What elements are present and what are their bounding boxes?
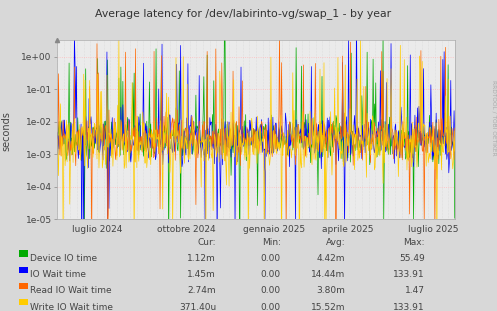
- Text: 0.00: 0.00: [261, 254, 281, 263]
- Text: aprile 2025: aprile 2025: [322, 225, 373, 234]
- Text: Max:: Max:: [404, 238, 425, 247]
- Text: 2.74m: 2.74m: [187, 286, 216, 295]
- Text: ottobre 2024: ottobre 2024: [157, 225, 216, 234]
- Text: 55.49: 55.49: [399, 254, 425, 263]
- Text: gennaio 2025: gennaio 2025: [243, 225, 305, 234]
- Text: IO Wait time: IO Wait time: [30, 270, 86, 279]
- Text: 3.80m: 3.80m: [317, 286, 345, 295]
- Text: 133.91: 133.91: [393, 270, 425, 279]
- Text: seconds: seconds: [1, 111, 11, 151]
- Text: 0.00: 0.00: [261, 270, 281, 279]
- Text: 1.45m: 1.45m: [187, 270, 216, 279]
- Text: 14.44m: 14.44m: [311, 270, 345, 279]
- Text: 1.47: 1.47: [405, 286, 425, 295]
- Text: Cur:: Cur:: [198, 238, 216, 247]
- Text: 0.00: 0.00: [261, 303, 281, 311]
- Text: Read IO Wait time: Read IO Wait time: [30, 286, 111, 295]
- Text: 1.12m: 1.12m: [187, 254, 216, 263]
- Text: 133.91: 133.91: [393, 303, 425, 311]
- Text: 4.42m: 4.42m: [317, 254, 345, 263]
- Text: 15.52m: 15.52m: [311, 303, 345, 311]
- Text: luglio 2025: luglio 2025: [408, 225, 458, 234]
- Text: 0.00: 0.00: [261, 286, 281, 295]
- Text: 371.40u: 371.40u: [179, 303, 216, 311]
- Text: Min:: Min:: [262, 238, 281, 247]
- Text: Average latency for /dev/labirinto-vg/swap_1 - by year: Average latency for /dev/labirinto-vg/sw…: [95, 8, 392, 19]
- Text: Write IO Wait time: Write IO Wait time: [30, 303, 113, 311]
- Text: Device IO time: Device IO time: [30, 254, 97, 263]
- Text: luglio 2024: luglio 2024: [72, 225, 122, 234]
- Text: RRDTOOL / TOBI OETIKER: RRDTOOL / TOBI OETIKER: [491, 80, 496, 156]
- Text: Avg:: Avg:: [326, 238, 345, 247]
